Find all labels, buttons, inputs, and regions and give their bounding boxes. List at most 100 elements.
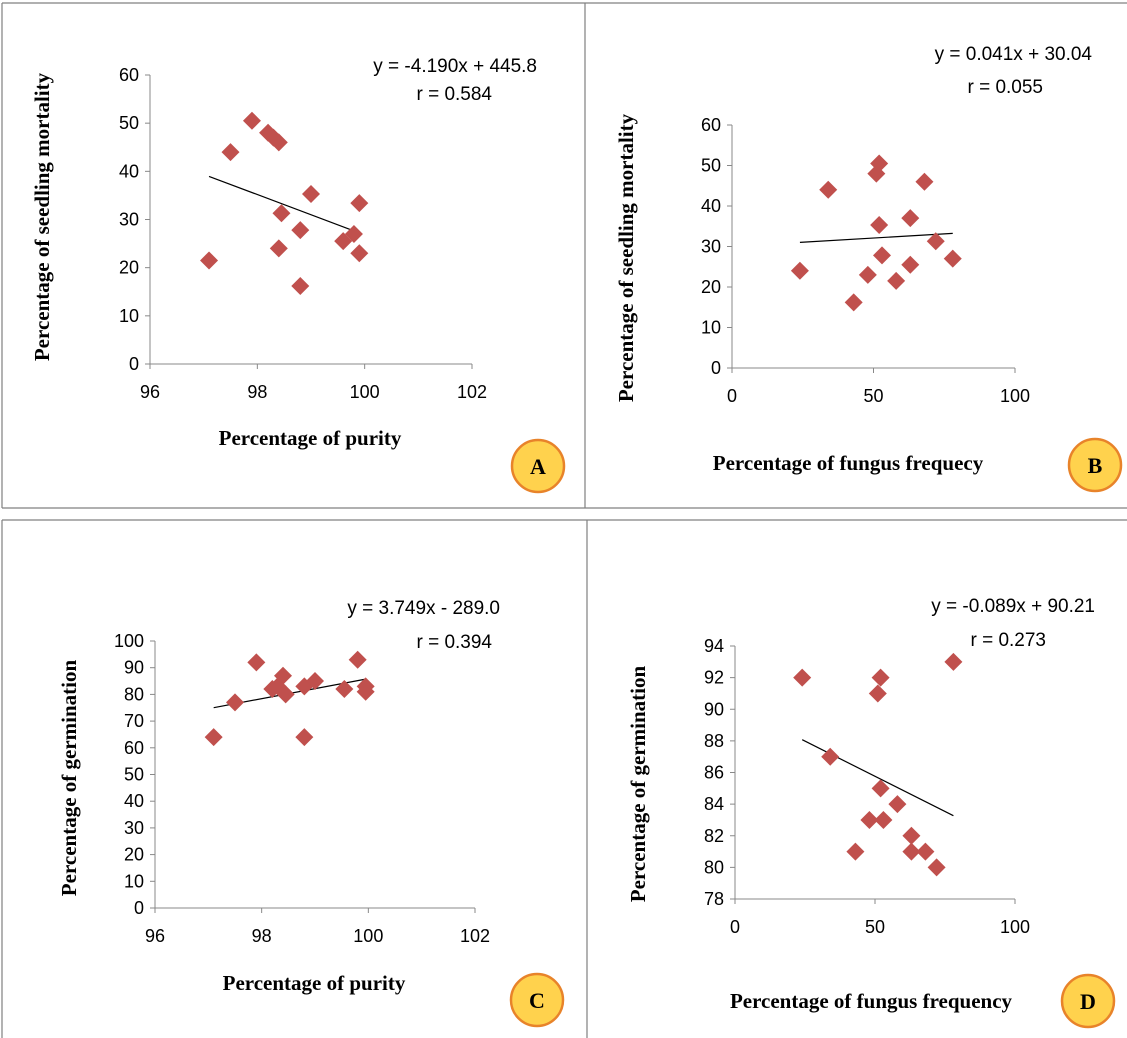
panel-c-data-point [356, 677, 375, 696]
panel-b-badge: B [1067, 437, 1123, 493]
panel-d-trendline [801, 739, 954, 817]
panel-d-y-tick-label: 82 [704, 826, 724, 846]
panel-b-data-point [790, 261, 809, 280]
panel-c-y-tick-label: 60 [124, 738, 144, 758]
panel-a-trendline [208, 175, 360, 234]
panel-c-data-point [348, 650, 367, 669]
panel-c-points [204, 650, 375, 747]
panel-a-y-tick-label: 60 [119, 65, 139, 85]
panel-a-data-point [291, 221, 310, 240]
panel-b-data-point [858, 265, 877, 284]
panel-b-data-point [870, 216, 889, 235]
panel-a-data-point [344, 224, 363, 243]
panel-a-data-point [269, 133, 288, 152]
panel-a-data-point [350, 244, 369, 263]
panel-b-data-point [926, 232, 945, 251]
panel-d-data-point [868, 684, 887, 703]
panel-c-y-tick-label: 20 [124, 845, 144, 865]
panel-c-y-tick-label: 0 [134, 898, 144, 918]
panel-a-ylabel: Percentage of seedling mortality [30, 72, 54, 361]
panel-b-y-tick-label: 50 [701, 156, 721, 176]
panel-d-y-tick-label: 94 [704, 636, 724, 656]
panel-d-data-point [902, 842, 921, 861]
panel-b-y-tick-label: 40 [701, 196, 721, 216]
panel-b-trendline [799, 232, 953, 243]
panel-d-y-tick-label: 80 [704, 857, 724, 877]
panel-c-badge-label: C [529, 988, 545, 1013]
panel-d-badge-circle [1060, 973, 1116, 1029]
panel-d-data-point [916, 842, 935, 861]
panel-c-ylabel: Percentage of germination [57, 659, 81, 896]
panel-d-badge-label: D [1080, 989, 1096, 1014]
panel-a-y-tick-label: 40 [119, 161, 139, 181]
panel-a-badge-label: A [530, 454, 546, 479]
panel-c-data-point [295, 728, 314, 747]
panel-d-data-point [860, 810, 879, 829]
panel-c-data-point [204, 728, 223, 747]
panel-b-x-tick-label: 100 [1000, 386, 1030, 406]
panel-c-equation: y = 3.749x - 289.0 [347, 598, 500, 619]
panel-c-x-tick-label: 100 [353, 926, 383, 946]
panel-b-data-point [872, 246, 891, 265]
panel-d-x-tick-label: 100 [1000, 917, 1030, 937]
panel-b-r-value: r = 0.055 [967, 77, 1043, 98]
panel-d-equation: y = -0.089x + 90.21 [931, 596, 1095, 617]
panel-b-y-tick-label: 20 [701, 277, 721, 297]
panel-d-r-value: r = 0.273 [970, 630, 1046, 651]
panel-a-xlabel: Percentage of purity [219, 426, 402, 450]
panel-d-points [793, 652, 963, 877]
panel-c-data-point [335, 680, 354, 699]
panel-c-r-value: r = 0.394 [416, 632, 492, 653]
panel-a-data-point [200, 251, 219, 270]
panel-c-y-tick-label: 10 [124, 871, 144, 891]
panel-a-r-value: r = 0.584 [416, 84, 492, 105]
panel-d-data-point [821, 747, 840, 766]
panel-b-points [790, 154, 962, 312]
panel-c-y-tick-label: 30 [124, 818, 144, 838]
panel-b-data-point [819, 180, 838, 199]
panel-c-y-tick-label: 80 [124, 684, 144, 704]
panel-d-data-point [888, 795, 907, 814]
panel-a-data-point [242, 111, 261, 130]
panel-b-data-point [915, 172, 934, 191]
panel-c-data-point [247, 653, 266, 672]
panel-b-ylabel: Percentage of seedling mortality [614, 113, 638, 402]
panel-b-trend-line [799, 232, 953, 243]
panel-d-data-point [846, 842, 865, 861]
panel-d-data-point [871, 668, 890, 687]
panel-d: 0 50 100 78 80 82 84 86 88 90 92 94 y = -0.089x + 9… [626, 596, 1116, 1029]
panel-d-trend-line [801, 739, 954, 817]
panel-b-y-tick-label: 30 [701, 237, 721, 257]
panel-c-data-point [274, 666, 292, 685]
panel-a-x-tick-label: 98 [247, 382, 267, 402]
panel-c-badge: C [509, 972, 565, 1028]
panel-a-data-point [291, 276, 310, 295]
panel-d-y-tick-label: 90 [704, 699, 724, 719]
panel-d-axes: 0 50 100 78 80 82 84 86 88 90 92 94 [704, 636, 1030, 937]
panel-b: 0 50 100 0 10 20 30 40 50 60 y = 0.041x + 30.04 r… [614, 44, 1123, 493]
panel-d-data-point [793, 668, 812, 687]
panel-b-data-point [901, 209, 920, 228]
panel-b-x-tick-label: 50 [863, 386, 883, 406]
panel-a-y-tick-label: 0 [129, 354, 139, 374]
panel-c-data-point [276, 685, 295, 704]
panel-a-badge: A [510, 438, 566, 494]
panel-a-y-tick-label: 30 [119, 210, 139, 230]
panel-b-xlabel: Percentage of fungus frequecy [713, 451, 984, 475]
panel-a-trend-line [208, 175, 360, 234]
panel-d-data-point [927, 858, 946, 877]
panel-c-x-tick-label: 98 [252, 926, 272, 946]
panel-a-y-tick-label: 20 [119, 258, 139, 278]
panel-b-data-point [870, 154, 889, 173]
panel-d-y-tick-label: 78 [704, 889, 724, 909]
panel-c-y-tick-label: 70 [124, 711, 144, 731]
panel-c-y-tick-label: 40 [124, 791, 144, 811]
panel-b-data-point [887, 271, 906, 290]
panel-a-y-tick-label: 10 [119, 306, 139, 326]
panel-d-data-point [874, 810, 893, 829]
